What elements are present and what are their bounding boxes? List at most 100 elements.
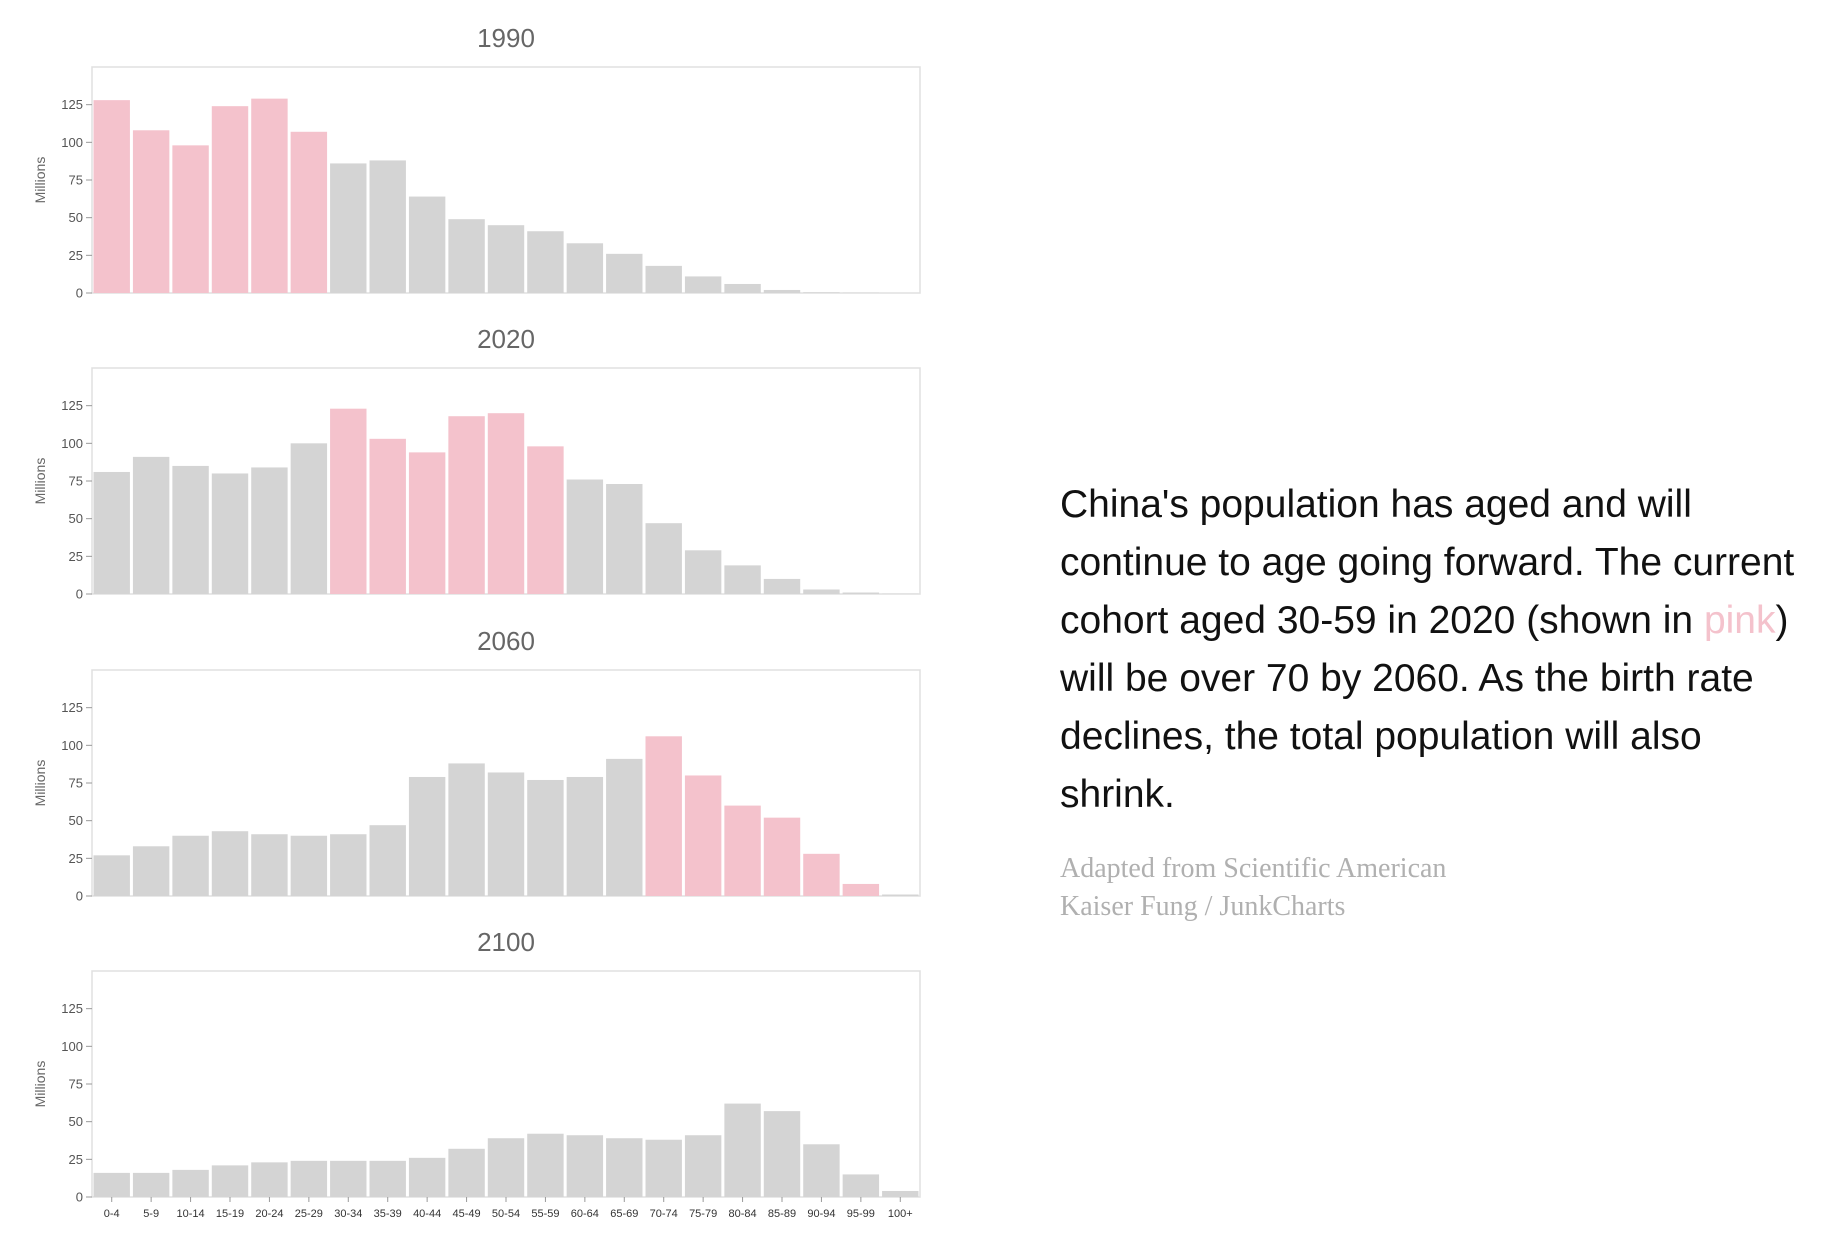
bar-0-4 xyxy=(93,100,130,293)
bar-20-24 xyxy=(251,467,288,594)
bar-70-74 xyxy=(645,736,682,896)
bar-20-24 xyxy=(251,834,288,896)
x-tick-label: 75-79 xyxy=(689,1208,717,1220)
x-tick-label: 0-4 xyxy=(104,1208,120,1220)
bar-15-19 xyxy=(211,831,249,896)
bar-60-64 xyxy=(566,243,604,293)
y-axis-label: Millions xyxy=(32,760,48,807)
y-tick-label: 50 xyxy=(69,210,83,225)
bar-60-64 xyxy=(566,776,604,896)
bar-25-29 xyxy=(290,835,328,896)
bar-100+ xyxy=(882,1190,919,1197)
chart-title: 2060 xyxy=(477,626,535,656)
bar-50-54 xyxy=(487,1138,525,1197)
x-tick-label: 85-89 xyxy=(768,1208,796,1220)
bar-20-24 xyxy=(251,1162,288,1197)
y-tick-label: 0 xyxy=(76,286,83,301)
bar-10-14 xyxy=(172,1169,209,1197)
bar-85-89 xyxy=(763,289,801,293)
bar-80-84 xyxy=(724,1103,761,1197)
y-axis-label: Millions xyxy=(32,458,48,505)
bar-45-49 xyxy=(448,416,485,594)
x-tick-label: 20-24 xyxy=(255,1208,283,1220)
bar-20-24 xyxy=(251,98,288,293)
bar-15-19 xyxy=(211,106,249,293)
population-charts: 19900255075100125Millions202002550751001… xyxy=(32,23,921,1220)
bar-75-79 xyxy=(684,276,722,293)
y-tick-label: 50 xyxy=(69,1114,83,1129)
x-tick-label: 10-14 xyxy=(177,1208,205,1220)
x-tick-label: 100+ xyxy=(888,1208,913,1220)
y-tick-label: 125 xyxy=(61,97,83,112)
x-tick-label: 15-19 xyxy=(216,1208,244,1220)
bar-70-74 xyxy=(645,265,682,293)
bar-40-44 xyxy=(408,776,446,896)
bar-50-54 xyxy=(487,225,525,293)
bar-40-44 xyxy=(408,452,446,594)
bar-0-4 xyxy=(93,1172,130,1197)
y-axis-label: Millions xyxy=(32,157,48,204)
y-tick-label: 100 xyxy=(61,1039,83,1054)
bar-50-54 xyxy=(487,772,525,896)
y-tick-label: 25 xyxy=(69,851,83,866)
y-tick-label: 50 xyxy=(69,813,83,828)
bar-5-9 xyxy=(132,846,170,896)
x-tick-label: 65-69 xyxy=(610,1208,638,1220)
caption-part2: ) will be over 70 by 2060. As the birth … xyxy=(1060,599,1789,816)
bar-5-9 xyxy=(132,456,170,594)
chart-title: 2100 xyxy=(477,927,535,957)
x-tick-label: 25-29 xyxy=(295,1208,323,1220)
bar-65-69 xyxy=(606,484,643,594)
chart-panel-2060: 2060 0 25 50 75 100 125 Millions xyxy=(32,626,921,904)
bar-30-34 xyxy=(330,163,367,293)
bar-50-54 xyxy=(487,413,525,594)
y-tick-label: 25 xyxy=(69,248,83,263)
y-tick-label: 100 xyxy=(61,135,83,150)
bar-90-94 xyxy=(803,853,840,896)
y-axis-label: Millions xyxy=(32,1061,48,1108)
y-tick-label: 75 xyxy=(69,173,83,188)
bar-80-84 xyxy=(724,565,761,594)
bar-75-79 xyxy=(684,550,722,594)
credit-author: Kaiser Fung / JunkCharts xyxy=(1060,891,1346,922)
y-tick-label: 100 xyxy=(61,738,83,753)
y-tick-label: 25 xyxy=(69,1152,83,1167)
x-tick-label: 50-54 xyxy=(492,1208,520,1220)
bar-55-59 xyxy=(527,231,564,293)
bar-5-9 xyxy=(132,130,170,293)
bar-0-4 xyxy=(93,855,130,896)
bar-90-94 xyxy=(803,292,840,293)
bar-25-29 xyxy=(290,131,328,293)
bar-95-99 xyxy=(842,592,880,594)
bar-85-89 xyxy=(763,1111,801,1197)
bar-45-49 xyxy=(448,763,485,896)
bar-60-64 xyxy=(566,479,604,594)
bar-10-14 xyxy=(172,145,209,293)
y-tick-label: 125 xyxy=(61,1001,83,1016)
bar-30-34 xyxy=(330,834,367,896)
x-tick-label: 95-99 xyxy=(847,1208,875,1220)
bar-30-34 xyxy=(330,1160,367,1197)
x-tick-label: 40-44 xyxy=(413,1208,441,1220)
chart-title: 1990 xyxy=(477,23,535,53)
bar-35-39 xyxy=(369,825,406,896)
bar-70-74 xyxy=(645,1139,682,1197)
caption-pink-word: pink xyxy=(1703,599,1776,642)
bar-45-49 xyxy=(448,1148,485,1197)
bar-90-94 xyxy=(803,1144,840,1197)
bar-25-29 xyxy=(290,1160,328,1197)
chart-panel-1990: 1990 0 25 50 75 100 125 Millions xyxy=(32,23,921,301)
y-tick-label: 75 xyxy=(69,1077,83,1092)
bar-15-19 xyxy=(211,1165,249,1197)
x-tick-label: 55-59 xyxy=(531,1208,559,1220)
bar-30-34 xyxy=(330,408,367,594)
x-tick-label: 70-74 xyxy=(650,1208,678,1220)
bar-35-39 xyxy=(369,1160,406,1197)
y-tick-label: 125 xyxy=(61,700,83,715)
x-tick-label: 45-49 xyxy=(453,1208,481,1220)
y-tick-label: 0 xyxy=(76,889,83,904)
bar-55-59 xyxy=(527,1133,564,1197)
bar-100+ xyxy=(882,894,919,896)
caption-part1: China's population has aged and will con… xyxy=(1060,483,1795,642)
y-tick-label: 75 xyxy=(69,776,83,791)
